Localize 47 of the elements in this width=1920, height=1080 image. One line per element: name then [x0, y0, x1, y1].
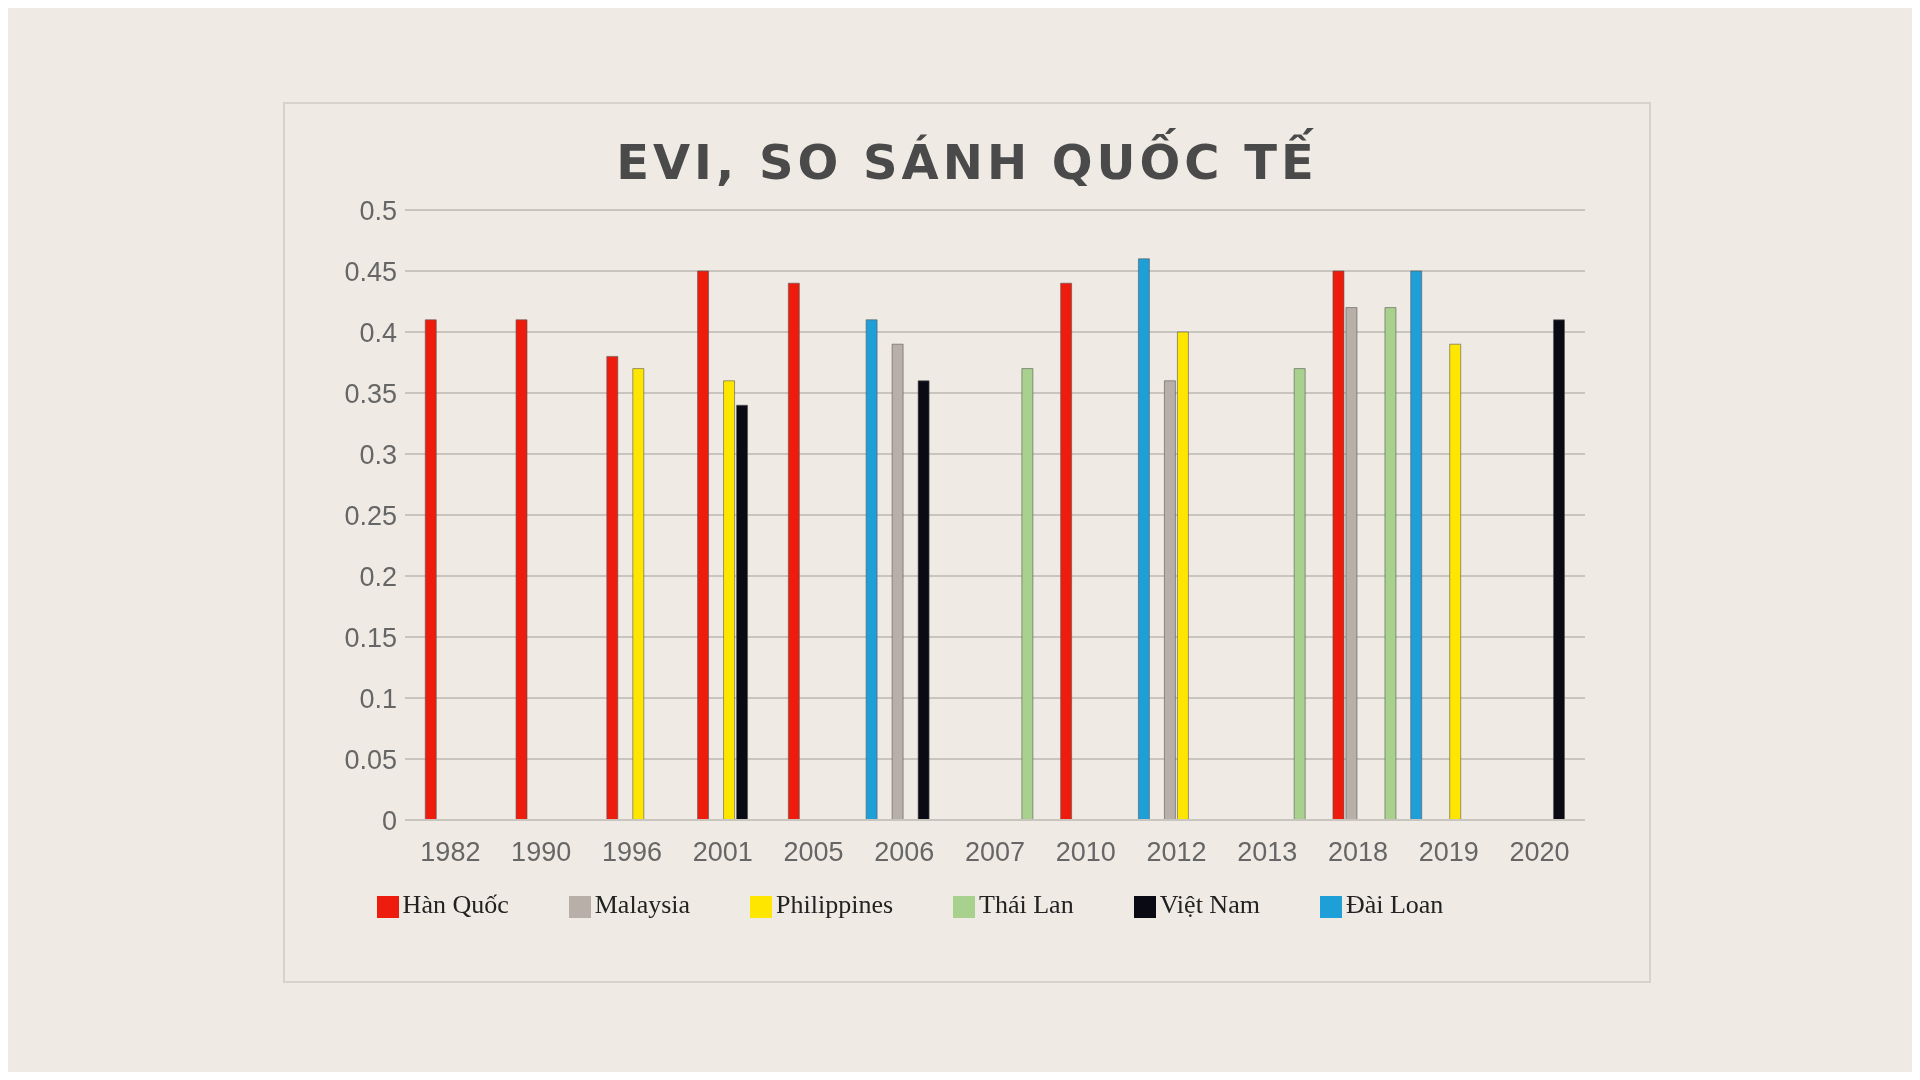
bar	[424, 319, 437, 820]
x-tick-label: 2012	[1146, 837, 1207, 868]
bar	[632, 368, 645, 820]
x-tick-label: 1996	[601, 837, 662, 868]
bar	[1060, 282, 1072, 820]
y-tick-label: 0.4	[359, 317, 397, 348]
bar	[917, 380, 930, 820]
bar	[697, 270, 709, 820]
x-tick-label: 2007	[964, 837, 1026, 868]
x-tick-label: 2005	[783, 837, 844, 868]
bar	[1293, 368, 1306, 820]
legend-label: Malaysia	[594, 890, 691, 919]
x-tick-label: 2006	[874, 837, 935, 868]
y-tick-label: 0.35	[344, 378, 397, 409]
y-tick-label: 0.2	[359, 561, 397, 592]
y-tick-label: 0.25	[344, 500, 397, 531]
x-tick-label: 2001	[692, 837, 753, 868]
bar	[606, 356, 619, 820]
bar	[865, 319, 878, 820]
y-tick-label: 0.3	[359, 439, 397, 470]
x-tick-label: 2010	[1055, 837, 1116, 868]
legend-label: Hàn Quốc	[402, 890, 509, 919]
bar	[891, 343, 904, 820]
bar	[1553, 319, 1565, 820]
x-tick-label: 1982	[420, 837, 481, 868]
x-tick-label: 2013	[1237, 837, 1298, 868]
y-tick-label: 0	[381, 805, 397, 836]
y-tick-label: 0.15	[344, 622, 397, 653]
legend-label: Thái Lan	[979, 890, 1074, 919]
bar	[1449, 343, 1462, 820]
y-tick-label: 0.1	[359, 683, 397, 714]
bar	[515, 319, 528, 820]
y-tick-label: 0.45	[344, 256, 397, 287]
bar	[788, 282, 800, 820]
bar	[1021, 368, 1034, 820]
x-tick-label: 2020	[1509, 837, 1570, 868]
x-tick-label: 2019	[1418, 837, 1479, 868]
bar	[1138, 258, 1150, 820]
legend-label: Việt Nam	[1159, 890, 1260, 919]
x-tick-label: 2018	[1328, 837, 1389, 868]
legend-label: Đài Loan	[1345, 890, 1444, 919]
y-tick-label: 0.05	[344, 744, 397, 775]
bar	[1410, 270, 1423, 820]
x-tick-label: 1990	[511, 837, 572, 868]
y-tick-label: 0.5	[359, 195, 397, 226]
bar	[1384, 307, 1397, 820]
legend-label: Philippines	[776, 890, 894, 919]
